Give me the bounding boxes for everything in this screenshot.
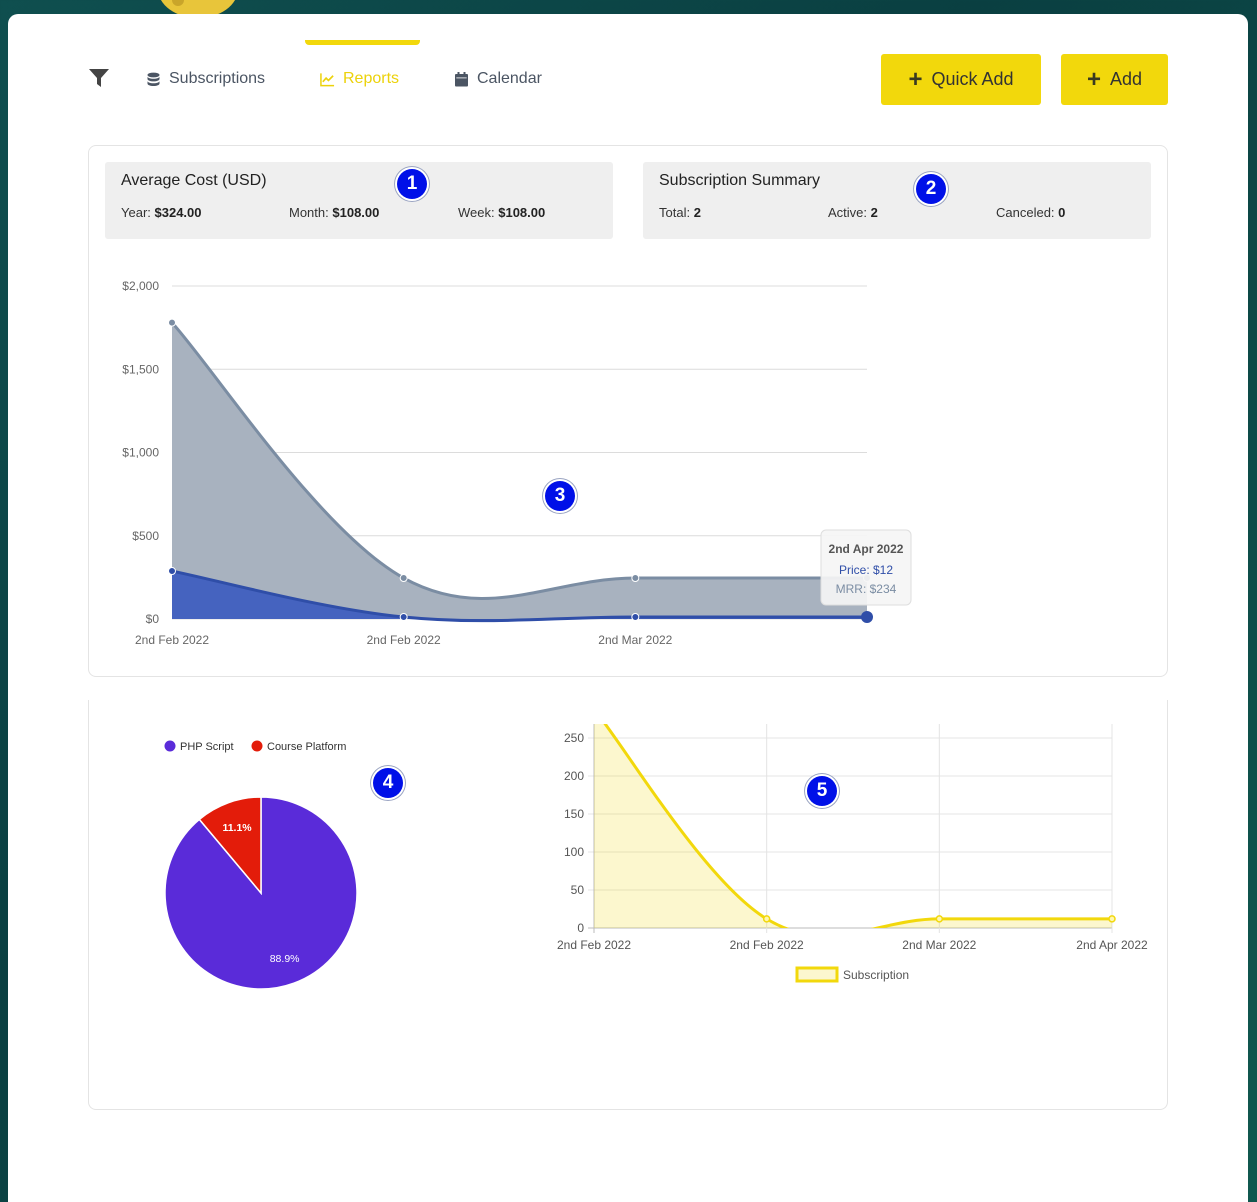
week-label: Week: <box>458 205 495 220</box>
data-point <box>399 574 408 583</box>
x-tick-label: 2nd Mar 2022 <box>598 633 672 647</box>
data-point <box>935 915 944 923</box>
active-count: Active: 2 <box>828 205 878 220</box>
x-tick-label: 2nd Feb 2022 <box>557 938 631 952</box>
chart-tooltip <box>820 529 912 606</box>
add-label: Add <box>1109 69 1143 89</box>
month-label: Month: <box>289 205 329 220</box>
active-value: 2 <box>870 205 878 220</box>
legend-swatch <box>164 740 176 752</box>
reports-nav: Subscriptions Reports Calendar + Quick A… <box>88 40 1168 120</box>
data-point <box>399 613 408 622</box>
legend-swatch <box>251 740 263 752</box>
week-cost: Week: $108.00 <box>458 205 545 220</box>
x-tick-label: 2nd Mar 2022 <box>902 938 976 952</box>
data-point <box>168 318 176 327</box>
x-tick-label: 2nd Feb 2022 <box>730 938 804 952</box>
series-area-mrr <box>172 322 867 619</box>
data-point <box>762 915 771 923</box>
calendar-icon <box>455 71 468 86</box>
tab-calendar-label: Calendar <box>477 70 542 87</box>
plus-icon: + <box>1086 65 1101 93</box>
y-tick-label: $1,500 <box>122 362 159 376</box>
month-value: $108.00 <box>332 205 380 220</box>
canceled-value: 0 <box>1058 205 1066 220</box>
annotation-badge-3: 3 <box>545 481 575 511</box>
tooltip-date: 2nd Apr 2022 <box>829 542 904 556</box>
series-group <box>594 724 1112 928</box>
quick-add-button[interactable]: + Quick Add <box>881 54 1041 105</box>
pie-slice-label: 88.9% <box>270 953 300 965</box>
y-tick-label: $2,000 <box>122 279 159 293</box>
data-point <box>631 574 640 583</box>
tab-subscriptions-label: Subscriptions <box>169 70 266 87</box>
week-value: $108.00 <box>498 205 546 220</box>
annotation-badge-1: 1 <box>397 169 427 199</box>
total-label: Total: <box>659 205 691 220</box>
pie-slice-label: 11.1% <box>222 822 252 834</box>
y-tick-label: 100 <box>564 845 584 859</box>
series-line-price <box>171 569 867 623</box>
series-area-price <box>172 571 867 621</box>
y-tick-label: 250 <box>564 731 584 745</box>
add-button[interactable]: + Add <box>1061 54 1168 105</box>
legend-swatch <box>795 966 839 983</box>
year-cost: Year: $324.00 <box>121 205 202 220</box>
series-line-mrr <box>170 321 867 600</box>
active-tab-indicator <box>305 40 420 45</box>
x-tick-label: 2nd Feb 2022 <box>367 633 441 647</box>
subscription-summary-box: Subscription Summary Total: 2 Active: 2 … <box>643 162 1151 239</box>
average-cost-title: Average Cost (USD) <box>121 172 267 189</box>
annotation-badge-4: 4 <box>373 768 403 798</box>
tab-reports[interactable]: Reports <box>320 70 399 88</box>
pie-slice <box>198 796 262 896</box>
active-label: Active: <box>828 205 868 220</box>
y-tick-label: $0 <box>146 612 160 626</box>
total-value: 2 <box>693 205 701 220</box>
database-icon <box>147 72 160 86</box>
annotation-badge-2: 2 <box>916 174 946 204</box>
y-tick-label: 0 <box>577 921 584 935</box>
data-point <box>631 613 640 622</box>
month-cost: Month: $108.00 <box>289 205 379 220</box>
y-tick-label: 150 <box>564 807 584 821</box>
filter-icon[interactable] <box>88 67 110 89</box>
annotation-badge-5: 5 <box>807 776 837 806</box>
x-tick-label: 2nd Apr 2022 <box>1076 938 1148 952</box>
legend-label: Course Platform <box>267 741 346 753</box>
subscription-line-chart: 0 50 100 150 200 250 2nd Feb 2022 2nd Feb 2022 2… <box>557 724 1148 983</box>
plus-icon: + <box>908 65 923 93</box>
tooltip-price: Price: $12 <box>839 563 893 577</box>
y-tick-label: $1,000 <box>122 446 159 460</box>
tooltip-mrr: MRR: $234 <box>836 582 897 596</box>
breakdown-panel: PHP Script Course Platform 88.9% 11.1% 0 50 1… <box>88 700 1168 1110</box>
total-count: Total: 2 <box>659 205 701 220</box>
year-label: Year: <box>121 205 151 220</box>
data-point <box>168 567 176 576</box>
overview-panel: Average Cost (USD) Year: $324.00 Month: … <box>88 145 1168 677</box>
tab-subscriptions[interactable]: Subscriptions <box>146 70 265 88</box>
background-moon-decoration <box>158 0 238 18</box>
canceled-label: Canceled: <box>996 205 1055 220</box>
y-tick-label: $500 <box>132 529 159 543</box>
series-area-subscription <box>594 724 1112 928</box>
series-line-subscription <box>603 724 1112 928</box>
legend-label: Subscription <box>843 968 909 982</box>
data-point <box>1108 915 1116 923</box>
quick-add-label: Quick Add <box>931 69 1014 89</box>
average-cost-box: Average Cost (USD) Year: $324.00 Month: … <box>105 162 613 239</box>
canceled-count: Canceled: 0 <box>996 205 1065 220</box>
subscription-summary-title: Subscription Summary <box>659 172 820 189</box>
line-chart-icon <box>320 72 335 86</box>
tab-calendar[interactable]: Calendar <box>454 70 542 88</box>
y-tick-label: 50 <box>571 883 585 897</box>
category-pie-chart: PHP Script Course Platform 88.9% 11.1% <box>164 740 358 990</box>
cost-area-chart: $0 $500 $1,000 $1,500 $2,000 2nd Feb 2022 2nd … <box>122 279 912 647</box>
hover-point <box>861 611 873 624</box>
tab-reports-label: Reports <box>343 70 400 87</box>
legend-label: PHP Script <box>180 741 234 753</box>
y-tick-label: 200 <box>564 769 584 783</box>
year-value: $324.00 <box>154 205 202 220</box>
x-tick-label: 2nd Feb 2022 <box>135 633 209 647</box>
